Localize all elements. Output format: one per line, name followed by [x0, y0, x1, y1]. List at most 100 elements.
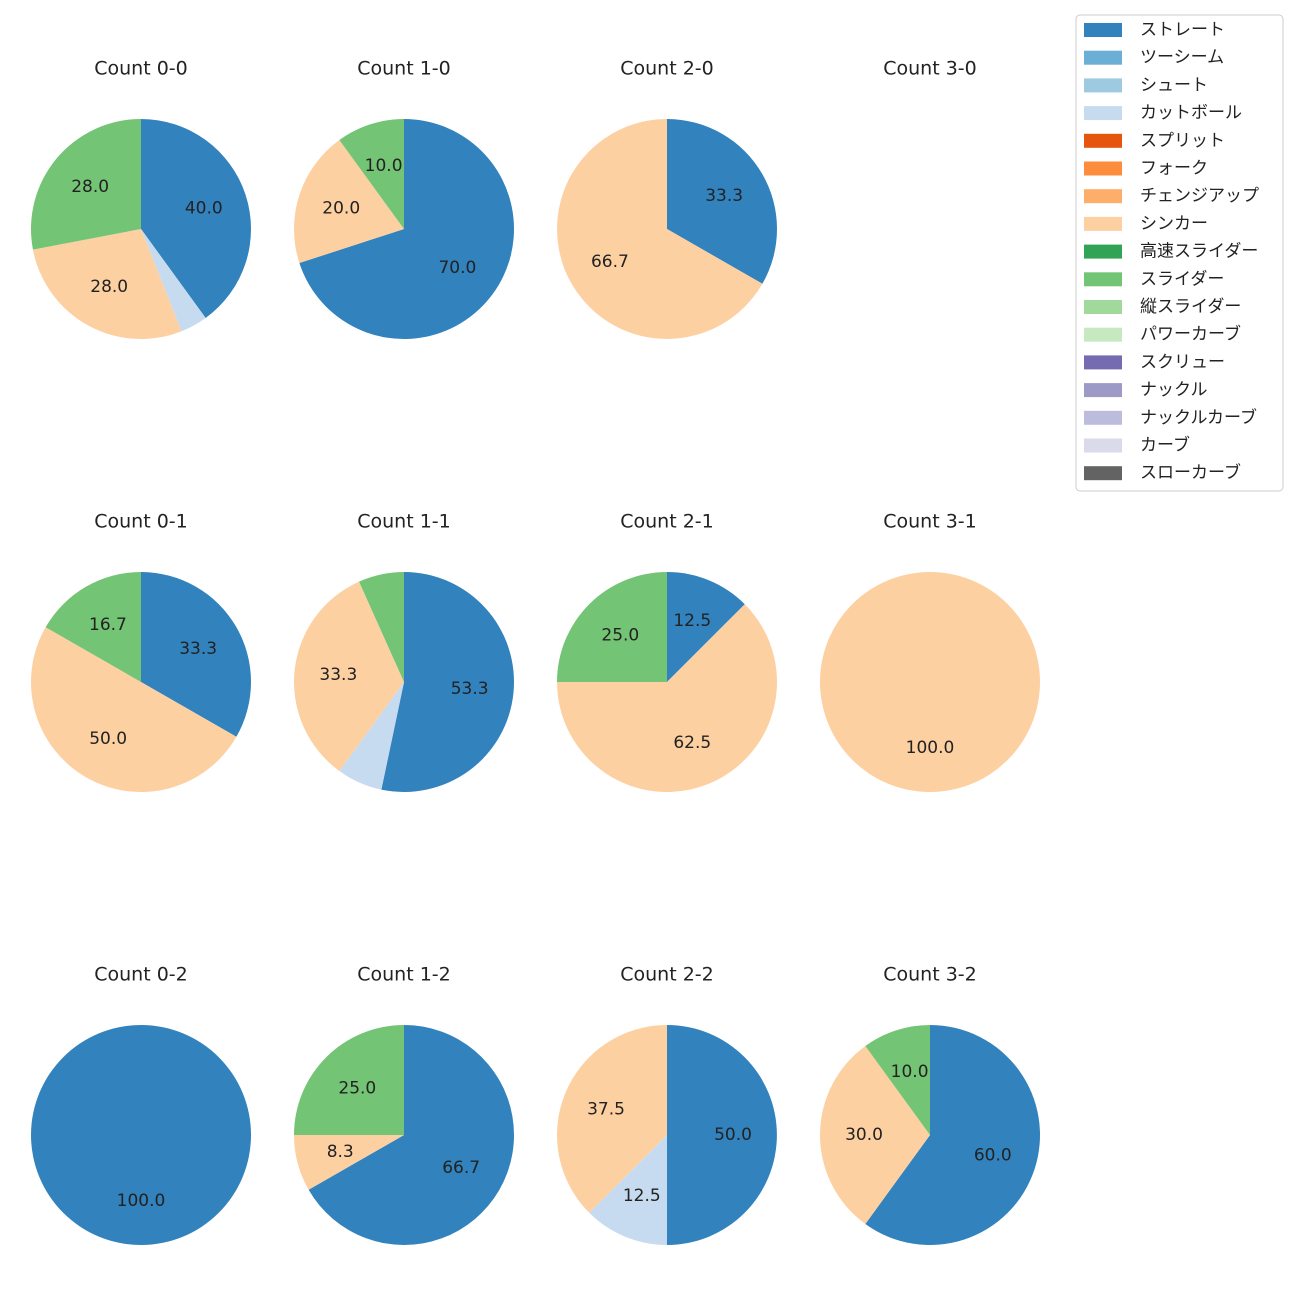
slice-label: 66.7	[442, 1158, 480, 1178]
legend-swatch	[1084, 383, 1122, 398]
pie-title: Count 0-1	[94, 511, 188, 533]
slice-label: 50.0	[714, 1125, 752, 1145]
pie-slice	[667, 119, 777, 284]
pie-slice	[667, 572, 745, 682]
slice-label: 37.5	[587, 1100, 625, 1120]
slice-label: 40.0	[185, 199, 223, 219]
pie-slice	[308, 1025, 514, 1245]
pie-slice	[557, 572, 667, 682]
pie-slice	[556, 119, 763, 339]
slice-label: 70.0	[438, 258, 476, 278]
legend-label: スクリュー	[1140, 352, 1225, 372]
pie-slice	[294, 1135, 404, 1190]
pie-slice	[294, 581, 404, 771]
legend-swatch	[1084, 438, 1122, 453]
legend-label: スローカーブ	[1140, 462, 1241, 483]
slice-label: 16.7	[89, 615, 127, 635]
legend-swatch	[1084, 272, 1122, 287]
pie-title: Count 0-0	[94, 58, 188, 80]
legend-swatch	[1084, 466, 1122, 481]
legend-label: パワーカーブ	[1140, 324, 1241, 345]
legend-swatch	[1084, 23, 1122, 37]
legend-label: 高速スライダー	[1140, 242, 1258, 262]
pie-slice	[381, 572, 514, 792]
pie-slice	[865, 1025, 930, 1135]
slice-label: 33.3	[179, 639, 217, 659]
legend-swatch	[1084, 78, 1122, 93]
slice-label: 30.0	[845, 1125, 883, 1145]
pie-title: Count 2-0	[620, 58, 714, 80]
pie-slice	[557, 1025, 667, 1213]
pie-title: Count 3-2	[883, 964, 977, 986]
legend-swatch	[1084, 410, 1122, 425]
slice-label: 20.0	[322, 199, 360, 219]
legend-label: スプリット	[1140, 131, 1225, 151]
pie-slice	[45, 572, 141, 682]
pie-slice	[30, 627, 237, 792]
pie-slice	[820, 572, 1040, 792]
legend-label: スライダー	[1140, 269, 1224, 289]
legend-label: ストレート	[1140, 20, 1225, 40]
slice-label: 12.5	[623, 1186, 661, 1206]
legend-swatch	[1084, 300, 1122, 314]
legend: ストレートツーシームシュートカットボールスプリットフォークチェンジアップシンカー…	[1075, 14, 1284, 492]
pie-title: Count 3-0	[883, 58, 977, 80]
legend-label: シンカー	[1140, 214, 1208, 234]
slice-label: 28.0	[90, 277, 128, 297]
pie-title: Count 1-2	[357, 964, 451, 986]
legend-label: シュート	[1140, 75, 1208, 95]
pie-slice	[299, 119, 514, 339]
slice-label: 60.0	[974, 1145, 1012, 1165]
pie-slice	[30, 119, 141, 250]
legend-label: ツーシーム	[1140, 48, 1224, 68]
pie-slice	[141, 119, 252, 318]
slice-label: 100.0	[906, 738, 955, 758]
pie-slice	[294, 140, 404, 263]
pie-title: Count 2-1	[620, 511, 714, 533]
pie-slice	[339, 119, 404, 229]
pie-slice	[820, 1046, 930, 1224]
legend-label: ナックルカーブ	[1140, 407, 1257, 428]
legend-label: カーブ	[1140, 435, 1190, 456]
legend-label: ナックル	[1140, 380, 1208, 400]
slice-label: 66.7	[591, 252, 629, 272]
legend-swatch	[1084, 161, 1122, 176]
slice-label: 10.0	[891, 1062, 929, 1082]
pie-slice	[294, 1025, 404, 1135]
pie-slice	[557, 604, 777, 793]
pie-slice	[359, 572, 404, 682]
slice-label: 25.0	[601, 625, 639, 645]
pie-title: Count 3-1	[883, 511, 977, 533]
legend-label: 縦スライダー	[1140, 297, 1241, 317]
legend-swatch	[1084, 216, 1122, 231]
legend-swatch	[1084, 50, 1122, 65]
legend-label: フォーク	[1140, 159, 1208, 179]
legend-swatch	[1084, 189, 1122, 204]
slice-label: 25.0	[338, 1078, 376, 1098]
pie-title: Count 2-2	[620, 964, 714, 986]
pie-title: Count 1-1	[357, 511, 451, 533]
legend-label: チェンジアップ	[1140, 186, 1259, 206]
legend-swatch	[1084, 244, 1122, 259]
slice-label: 10.0	[365, 156, 403, 176]
legend-swatch	[1084, 106, 1122, 121]
pie-slice	[141, 229, 206, 332]
slice-label: 28.0	[71, 177, 109, 197]
pie-slice	[31, 1025, 251, 1245]
slice-label: 33.3	[705, 186, 743, 206]
pie-slice	[865, 1025, 1040, 1245]
legend-label: カットボール	[1140, 103, 1242, 123]
legend-swatch	[1084, 355, 1122, 370]
pie-slice	[667, 1025, 777, 1245]
pie-title: Count 0-2	[94, 964, 188, 986]
slice-label: 8.3	[327, 1142, 354, 1162]
slice-label: 53.3	[451, 679, 489, 699]
pie-slice	[339, 682, 404, 790]
pie-slice	[141, 572, 251, 737]
legend-frame	[1075, 14, 1284, 492]
pie-title: Count 1-0	[357, 58, 451, 80]
slice-label: 100.0	[117, 1191, 166, 1211]
pie-slice	[32, 229, 182, 339]
pie-slice	[589, 1135, 667, 1245]
